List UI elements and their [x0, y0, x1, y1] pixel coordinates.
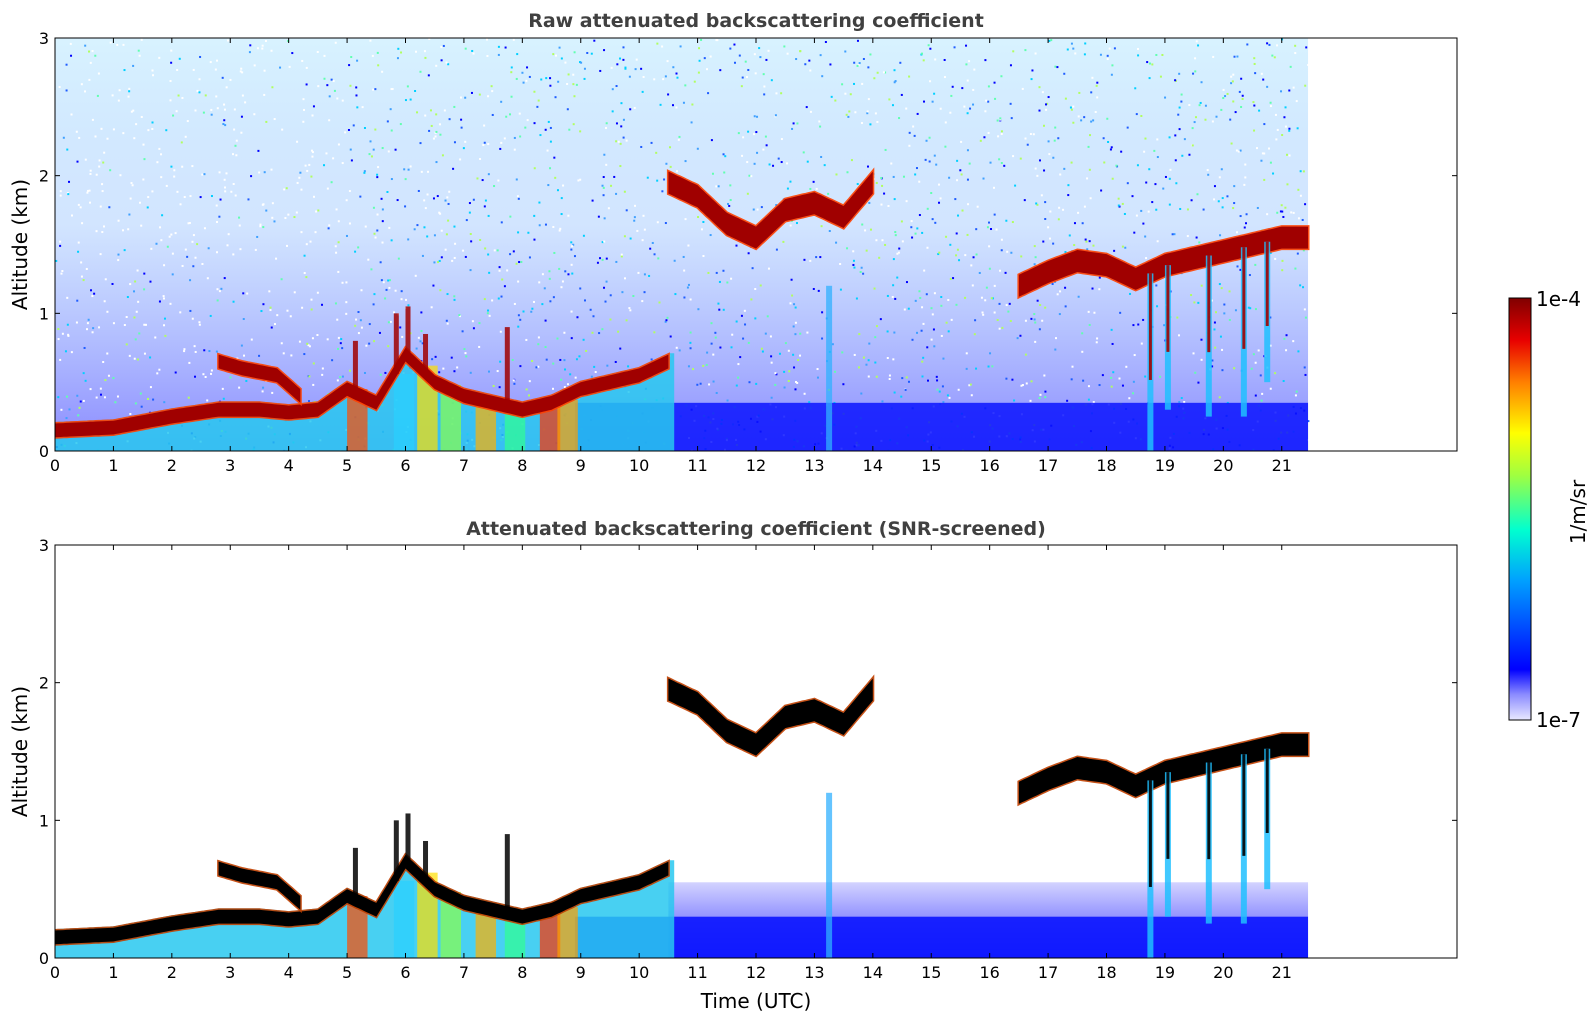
x-tick-label: 7	[459, 963, 469, 982]
x-tick-label: 14	[863, 963, 883, 982]
boundary-layer-top	[55, 854, 669, 945]
elevated-aerosol-layer	[218, 861, 301, 910]
noise-background	[55, 38, 1309, 451]
x-tick-label: 2	[167, 456, 177, 475]
colorbar-unit-label: 1/m/sr	[1566, 479, 1590, 544]
x-tick-label: 15	[921, 456, 941, 475]
y-tick-label: 0	[39, 949, 49, 968]
x-tick-label: 1	[108, 456, 118, 475]
x-tick-label: 14	[863, 456, 883, 475]
x-tick-label: 4	[284, 963, 294, 982]
cloud-layer	[668, 171, 873, 249]
x-tick-label: 11	[687, 456, 707, 475]
x-tick-label: 20	[1213, 456, 1233, 475]
x-tick-label: 19	[1155, 456, 1175, 475]
x-tick-label: 19	[1155, 963, 1175, 982]
x-tick-label: 17	[1038, 456, 1058, 475]
y-tick-label: 1	[39, 304, 49, 323]
colorbar-max-label: 1e-4	[1536, 287, 1581, 311]
snr-screened-panel: Attenuated backscattering coefficient (S…	[8, 518, 1458, 1013]
x-tick-label: 16	[979, 963, 999, 982]
x-tick-label: 12	[746, 456, 766, 475]
x-tick-label: 13	[804, 963, 824, 982]
y-tick-label: 0	[39, 442, 49, 461]
raw-backscatter-panel: Raw attenuated backscattering coefficien…	[8, 10, 1458, 475]
x-tick-label: 7	[459, 456, 469, 475]
x-axis: 0 1 2 3 4 5 6 7 8 9 10 11 12 13 14 15 16 17 18 19 20 21	[50, 545, 1292, 982]
x-tick-label: 3	[225, 963, 235, 982]
x-tick-label: 9	[576, 456, 586, 475]
y-axis: 0 1 2 3	[39, 29, 1457, 461]
colorbar-gradient	[1508, 297, 1532, 721]
colorbar-min-label: 1e-7	[1536, 708, 1581, 732]
x-tick-label: 0	[50, 963, 60, 982]
x-tick-label: 17	[1038, 963, 1058, 982]
x-tick-label: 3	[225, 456, 235, 475]
x-tick-label: 21	[1272, 456, 1292, 475]
x-axis-label: Time (UTC)	[700, 989, 812, 1013]
cloud-layer	[1018, 733, 1308, 804]
cloud-layer	[1018, 226, 1308, 297]
cloud-layer	[668, 678, 873, 756]
x-tick-label: 10	[629, 963, 649, 982]
near-surface-signal	[574, 402, 1309, 451]
x-tick-label: 4	[284, 456, 294, 475]
y-tick-label: 1	[39, 811, 49, 830]
x-tick-label: 5	[342, 963, 352, 982]
x-axis: 0 1 2 3 4 5 6 7 8 9 10 11 12 13 14 15 16 17 18 19 20 21	[50, 38, 1292, 475]
x-tick-label: 0	[50, 456, 60, 475]
y-tick-label: 3	[39, 536, 49, 555]
y-axis-label: Altitude (km)	[8, 686, 32, 817]
panel-title: Raw attenuated backscattering coefficien…	[528, 10, 984, 32]
x-tick-label: 13	[804, 456, 824, 475]
x-tick-label: 2	[167, 963, 177, 982]
heatmap-area	[55, 674, 1310, 958]
x-tick-label: 16	[979, 456, 999, 475]
x-tick-label: 20	[1213, 963, 1233, 982]
panel-title: Attenuated backscattering coefficient (S…	[466, 518, 1046, 540]
boundary-layer-top	[55, 347, 669, 438]
x-tick-label: 21	[1272, 963, 1292, 982]
x-tick-label: 18	[1096, 963, 1116, 982]
x-tick-label: 5	[342, 456, 352, 475]
y-tick-label: 2	[39, 167, 49, 186]
colorbar: 1e-4 1e-7 1/m/sr	[1508, 287, 1590, 732]
x-tick-label: 9	[576, 963, 586, 982]
elevated-aerosol-layer	[218, 354, 301, 403]
x-tick-label: 6	[400, 963, 410, 982]
x-tick-label: 12	[746, 963, 766, 982]
y-axis: 0 1 2 3	[39, 536, 1457, 968]
x-tick-label: 6	[400, 456, 410, 475]
x-tick-label: 8	[517, 456, 527, 475]
x-tick-label: 15	[921, 963, 941, 982]
x-tick-label: 18	[1096, 456, 1116, 475]
y-tick-label: 3	[39, 29, 49, 48]
y-tick-label: 2	[39, 674, 49, 693]
x-tick-label: 10	[629, 456, 649, 475]
x-tick-label: 11	[687, 963, 707, 982]
heatmap-area	[55, 38, 1310, 451]
x-tick-label: 1	[108, 963, 118, 982]
x-tick-label: 8	[517, 963, 527, 982]
y-axis-label: Altitude (km)	[8, 179, 32, 310]
